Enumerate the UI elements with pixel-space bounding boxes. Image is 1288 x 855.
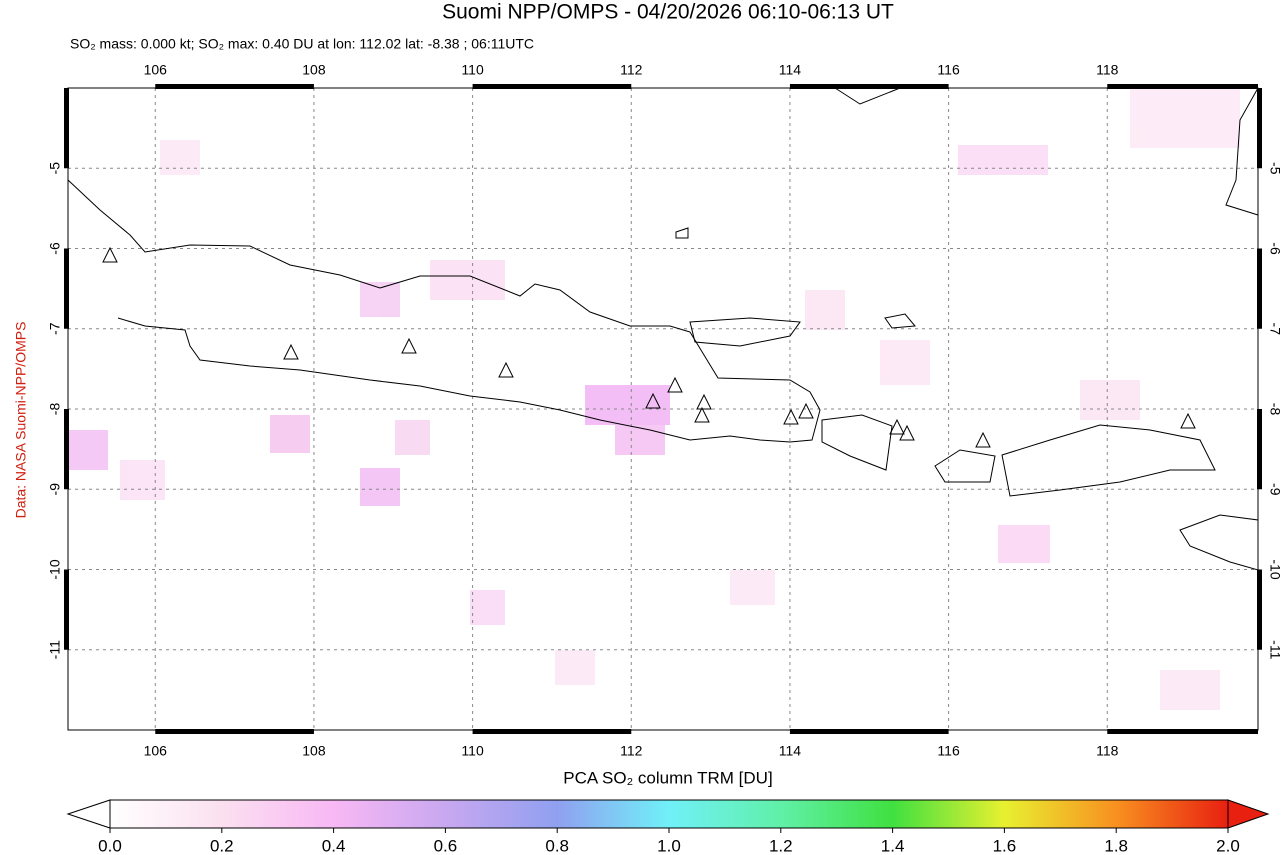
lat-tick-label: -7: [1267, 323, 1283, 336]
lon-tick-label: 114: [779, 62, 802, 78]
volcano: [498, 361, 514, 378]
lon-tick-label: 116: [937, 62, 960, 78]
colorbar-under: [66, 799, 111, 829]
volcano: [696, 393, 712, 410]
volcano: [783, 408, 799, 425]
lat-tick-label: -10: [1267, 559, 1283, 579]
colorbar-tick-label: 1.4: [881, 836, 905, 855]
lon-tick-label: 112: [620, 743, 643, 759]
coastlines: [67, 87, 1259, 571]
lat-tick-label: -6: [1267, 242, 1283, 255]
volcano: [102, 246, 118, 263]
volcano: [1180, 412, 1196, 429]
subtitle: SO₂ mass: 0.000 kt; SO₂ max: 0.40 DU at …: [70, 36, 534, 52]
lat-tick-label: -11: [47, 640, 63, 659]
colorbar-tick-label: 1.2: [769, 836, 793, 855]
frame-bar: [1257, 409, 1262, 490]
lat-tick-label: -11: [1267, 640, 1283, 659]
lon-tick-label: 106: [144, 62, 168, 78]
frame-bar: [64, 409, 69, 490]
frame-bar: [789, 729, 949, 734]
credit: Data: NASA Suomi-NPP/OMPS: [13, 322, 29, 519]
colorbar-tick-label: 1.0: [657, 836, 681, 855]
lat-tick-label: -6: [47, 242, 63, 255]
colorbar-tick-label: 1.8: [1104, 836, 1128, 855]
lat-tick-label: -10: [47, 559, 63, 579]
colorbar-tick-label: 0.4: [322, 836, 346, 855]
colorbar-tick-label: 0.6: [434, 836, 458, 855]
frame-bar: [1107, 84, 1258, 89]
so2-pixels: [68, 88, 1240, 710]
volcano: [401, 337, 417, 354]
colorbar-tick-label: 0.8: [545, 836, 569, 855]
title: Suomi NPP/OMPS - 04/20/2026 06:10-06:13 …: [442, 1, 894, 24]
frame-bar: [789, 84, 949, 89]
lon-tick-label: 118: [1096, 62, 1119, 78]
frame-ticks: [64, 84, 1262, 734]
colorbar-tick-label: 2.0: [1216, 836, 1240, 855]
colorbar-tick-label: 1.6: [993, 836, 1017, 855]
frame-bar: [64, 569, 69, 650]
lon-tick-label: 108: [302, 743, 326, 759]
lat-tick-label: -9: [47, 483, 63, 496]
frame-bar: [64, 88, 69, 169]
lat-tick-label: -9: [1267, 483, 1283, 496]
frame-bar: [1257, 569, 1262, 650]
lon-tick-label: 110: [461, 62, 484, 78]
lat-tick-label: -5: [47, 162, 63, 175]
graticule: [68, 88, 1258, 730]
frame-bar: [1257, 248, 1262, 329]
lon-tick-label: 112: [620, 62, 643, 78]
volcano: [645, 392, 661, 409]
volcano: [283, 343, 299, 360]
lon-tick-label: 118: [1096, 743, 1119, 759]
frame-bar: [1257, 88, 1262, 169]
volcano: [694, 406, 710, 423]
volcano: [667, 376, 683, 393]
lat-tick-label: -7: [47, 322, 63, 335]
colorbar-tick-label: 0.2: [210, 836, 234, 855]
colorbar-tick-label: 0.0: [98, 836, 122, 855]
frame-bar: [155, 729, 314, 734]
volcano-markers: [102, 246, 1196, 448]
frame-bar: [472, 729, 632, 734]
colorbar-over: [1227, 799, 1270, 829]
lon-tick-label: 110: [461, 743, 484, 759]
volcano: [975, 431, 991, 448]
colorbar: [109, 799, 1229, 829]
volcano: [889, 418, 905, 435]
frame-bar: [155, 84, 314, 89]
lat-tick-label: -8: [47, 403, 63, 416]
colorbar-label: PCA SO₂ column TRM [DU]: [563, 768, 772, 787]
volcano: [899, 424, 915, 441]
frame-bar: [64, 248, 69, 329]
lon-tick-label: 114: [779, 743, 802, 759]
frame-bar: [472, 84, 632, 89]
volcano: [798, 402, 814, 419]
lat-tick-label: -5: [1267, 162, 1283, 175]
lon-tick-label: 106: [144, 743, 168, 759]
lon-tick-label: 108: [302, 62, 326, 78]
lon-tick-label: 116: [937, 743, 960, 759]
lat-tick-label: -8: [1267, 403, 1283, 416]
frame-bar: [1107, 729, 1258, 734]
